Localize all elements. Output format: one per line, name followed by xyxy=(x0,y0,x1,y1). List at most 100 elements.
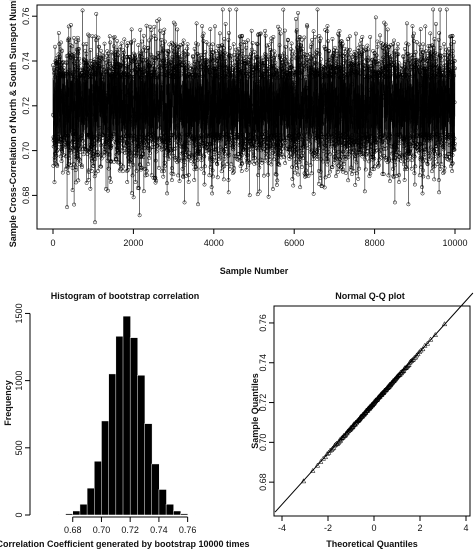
trace-point xyxy=(392,155,397,160)
trace-point xyxy=(160,169,164,174)
trace-point xyxy=(321,105,326,110)
trace-point xyxy=(307,141,312,146)
trace-point xyxy=(214,147,218,152)
trace-point xyxy=(138,51,143,56)
trace-point xyxy=(118,63,123,68)
trace-point xyxy=(347,34,352,39)
trace-point xyxy=(364,70,369,75)
trace-point xyxy=(436,64,441,69)
trace-point xyxy=(242,136,247,141)
trace-point xyxy=(409,64,414,69)
trace-point xyxy=(178,117,183,122)
trace-point xyxy=(306,173,311,178)
trace-point xyxy=(357,42,362,47)
trace-point xyxy=(332,86,337,91)
trace-point xyxy=(138,27,143,32)
trace-point xyxy=(230,171,235,176)
trace-point xyxy=(141,140,146,145)
trace-point xyxy=(72,202,77,207)
trace-point xyxy=(186,173,191,177)
trace-point xyxy=(306,71,311,76)
trace-point xyxy=(416,59,421,64)
trace-point xyxy=(272,137,277,142)
trace-point xyxy=(53,161,58,166)
trace-point xyxy=(154,178,159,183)
trace-point xyxy=(217,151,222,156)
trace-point xyxy=(136,43,141,48)
histogram-title: Histogram of bootstrap correlation xyxy=(51,291,200,301)
trace-point xyxy=(404,41,409,46)
trace-point xyxy=(103,96,108,101)
trace-point xyxy=(309,171,314,176)
trace-point xyxy=(424,107,429,112)
trace-point xyxy=(330,165,335,170)
trace-point xyxy=(383,71,387,76)
trace-y-tick-label: 0.76 xyxy=(21,7,31,25)
trace-point xyxy=(255,192,260,197)
trace-point xyxy=(229,162,234,167)
trace-point xyxy=(241,146,246,151)
trace-point xyxy=(238,79,243,84)
trace-point xyxy=(66,133,71,138)
trace-point xyxy=(302,35,307,40)
trace-point xyxy=(448,164,453,169)
trace-point xyxy=(57,80,61,85)
trace-point xyxy=(313,60,318,65)
trace-point xyxy=(144,68,149,73)
trace-point xyxy=(393,151,398,156)
trace-point xyxy=(405,145,410,149)
trace-point xyxy=(452,147,457,152)
trace-point xyxy=(108,145,113,150)
trace-point xyxy=(414,40,419,45)
trace-point xyxy=(87,132,92,137)
trace-point xyxy=(386,173,391,178)
trace-point xyxy=(321,149,326,154)
histogram-bar xyxy=(173,510,182,516)
trace-point xyxy=(252,161,257,166)
trace-point xyxy=(165,128,170,132)
trace-point xyxy=(298,156,303,161)
trace-point xyxy=(125,140,130,145)
trace-point xyxy=(219,132,224,137)
trace-point xyxy=(334,174,338,179)
trace-point xyxy=(93,220,97,225)
trace-point xyxy=(413,50,418,55)
trace-point xyxy=(245,131,250,136)
trace-point xyxy=(165,191,170,196)
trace-point xyxy=(288,145,293,150)
trace-point xyxy=(177,55,182,60)
trace-point xyxy=(89,74,94,79)
trace-point xyxy=(79,165,84,169)
trace-point xyxy=(214,67,219,72)
trace-point xyxy=(391,50,396,55)
trace-point xyxy=(338,75,343,80)
trace-point xyxy=(135,150,140,155)
trace-point xyxy=(162,168,167,173)
trace-point xyxy=(239,169,244,174)
trace-point xyxy=(402,178,407,183)
trace-point xyxy=(183,70,188,75)
trace-point xyxy=(78,149,83,154)
trace-point xyxy=(437,152,442,157)
trace-point xyxy=(250,73,255,78)
trace-point xyxy=(420,191,425,196)
trace-point xyxy=(450,162,455,166)
trace-point xyxy=(76,143,81,148)
trace-point xyxy=(105,53,110,58)
trace-point xyxy=(357,117,362,121)
trace-point xyxy=(452,136,457,141)
trace-point xyxy=(209,55,214,60)
trace-plot-frame xyxy=(36,4,471,230)
trace-point xyxy=(207,70,212,75)
trace-point xyxy=(344,154,349,159)
trace-point xyxy=(181,38,186,43)
trace-point xyxy=(438,143,443,147)
trace-point xyxy=(157,57,162,62)
trace-point xyxy=(431,112,436,117)
trace-point xyxy=(95,53,100,58)
trace-point xyxy=(322,142,327,147)
trace-point xyxy=(228,64,233,69)
trace-point xyxy=(91,164,95,169)
trace-point xyxy=(224,65,229,70)
trace-point xyxy=(244,167,249,172)
